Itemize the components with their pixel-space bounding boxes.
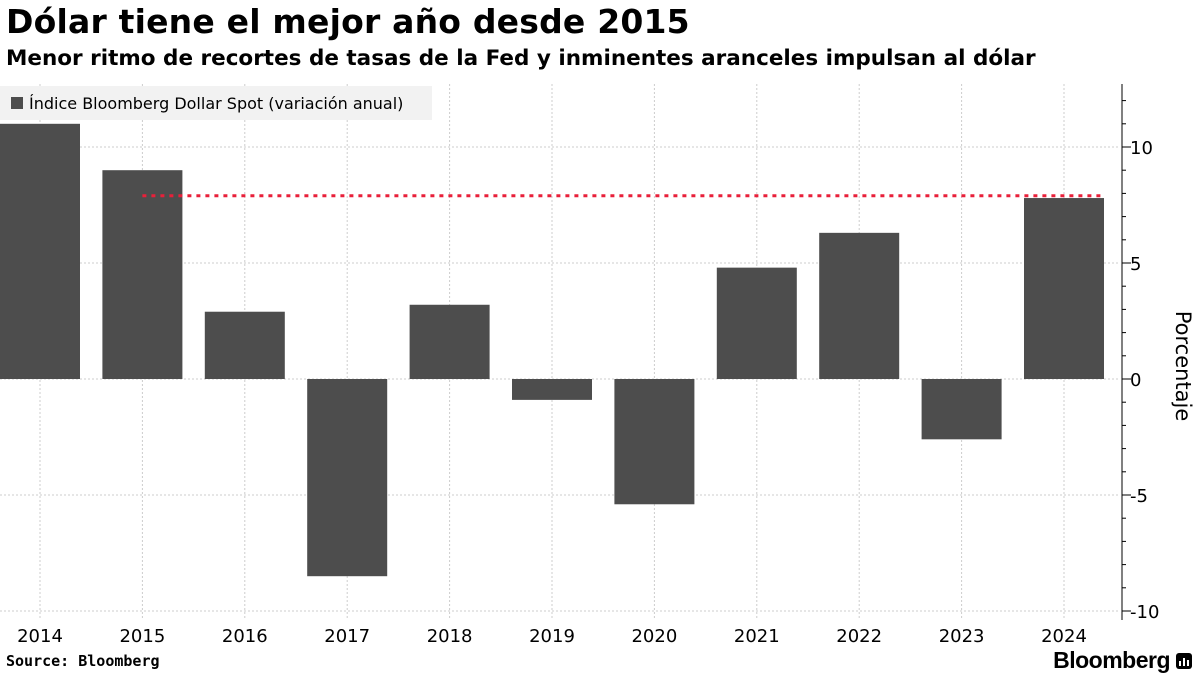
x-tick-label: 2023: [939, 626, 985, 647]
y-tick-label: 5: [1130, 254, 1141, 275]
y-tick-label: 10: [1130, 138, 1153, 159]
legend-background: [0, 86, 432, 120]
bloomberg-terminal-icon: [1176, 652, 1192, 669]
bar-2022: [819, 232, 900, 379]
y-tick-label: -10: [1130, 602, 1159, 623]
bar-2017: [307, 379, 388, 577]
x-tick-label: 2022: [836, 626, 882, 647]
x-tick-label: 2016: [222, 626, 268, 647]
chart-title: Dólar tiene el mejor año desde 2015: [6, 2, 690, 41]
brand-logo: Bloomberg: [1053, 647, 1192, 674]
axis-layer: 10 5 0 -5 -10 2014 2015 2016 2017 2018 2019 2020 202…: [17, 84, 1159, 647]
y-axis-label: Porcentaje: [1171, 311, 1195, 422]
x-tick-label: 2015: [119, 626, 165, 647]
brand-name: Bloomberg: [1053, 647, 1170, 673]
x-tick-label: 2014: [17, 626, 63, 647]
source-note: Source: Bloomberg: [6, 652, 160, 670]
x-tick-label: 2024: [1041, 626, 1087, 647]
x-tick-label: 2018: [427, 626, 473, 647]
x-tick-label: 2019: [529, 626, 575, 647]
bar-2016: [204, 311, 285, 379]
y-tick-label: -5: [1130, 486, 1148, 507]
chart-subtitle: Menor ritmo de recortes de tasas de la F…: [6, 46, 1036, 71]
x-tick-label: 2020: [631, 626, 677, 647]
x-tick-label: 2021: [734, 626, 780, 647]
x-tick-label: 2017: [324, 626, 370, 647]
y-tick-label: 0: [1130, 370, 1141, 391]
bar-2014: [0, 123, 80, 379]
legend-label: Índice Bloomberg Dollar Spot (variación …: [29, 94, 403, 113]
bar-2021: [716, 267, 797, 379]
bar-2019: [512, 379, 592, 400]
bar-2015: [102, 170, 183, 379]
bar-2020: [614, 379, 695, 505]
legend-layer: Índice Bloomberg Dollar Spot (variación …: [0, 86, 432, 120]
legend-swatch: [11, 97, 23, 109]
bar-2023: [921, 379, 1002, 440]
bar-2024: [1024, 198, 1104, 379]
bar-2018: [409, 304, 490, 379]
bars-layer: [0, 123, 1104, 577]
